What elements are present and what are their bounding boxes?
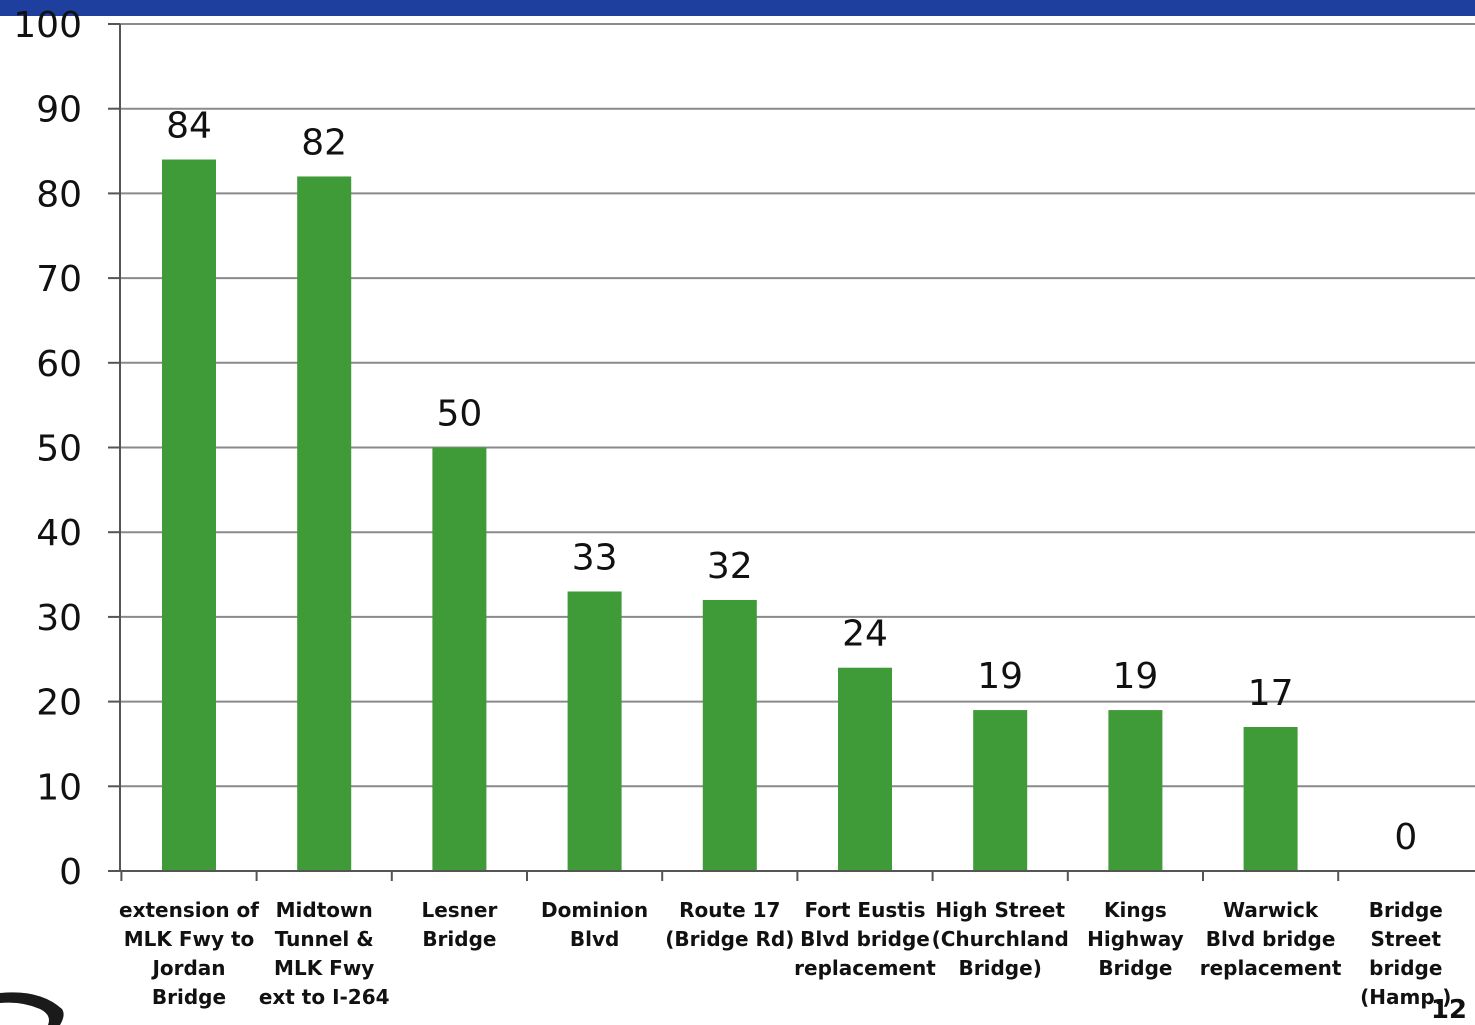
bar [1108,710,1163,871]
bar [702,599,757,871]
logo-swoosh-icon [0,992,64,1025]
y-tick-label: 100 [13,5,82,46]
bar [162,159,216,871]
bar [432,447,487,871]
category-label: Route 17 (Bridge Rd) [665,898,794,951]
data-label: 24 [842,614,888,655]
y-tick-label: 10 [36,767,82,808]
data-label: 32 [707,546,753,587]
y-tick-label: 30 [36,598,82,639]
data-label: 50 [436,394,482,435]
category-label: extension of MLK Fwy to Jordan Bridge [119,898,259,1009]
y-tick-label: 70 [36,259,82,300]
bar [567,591,622,871]
category-label: High Street (Churchland Bridge) [932,898,1069,980]
bar [838,667,892,871]
y-axis: 0 10 20 30 40 50 60 70 80 90 100 [13,5,121,893]
data-labels: 84 82 50 33 32 24 19 19 17 0 [166,106,1417,858]
top-banner [0,0,1475,16]
y-tick-label: 90 [36,90,82,131]
data-label: 19 [1112,656,1158,697]
slide-number: 12 [1430,995,1467,1025]
data-label: 0 [1394,817,1417,858]
bar [1243,727,1298,871]
bars [162,159,1298,871]
data-label: 33 [572,537,618,578]
category-label: Dominion Blvd [541,898,648,951]
data-label: 19 [977,656,1023,697]
y-tick-label: 80 [36,174,82,215]
bar [973,710,1028,871]
x-axis: extension of MLK Fwy to Jordan BridgeMidtow… [119,870,1475,1009]
category-label: Lesner Bridge [421,898,497,951]
category-label: Fort Eustis Blvd bridge replacement [794,898,936,980]
bar [297,176,352,871]
y-tick-label: 60 [36,344,82,385]
y-tick-label: 40 [36,513,82,554]
y-tick-label: 0 [59,852,82,893]
data-label: 84 [166,106,212,147]
y-tick-label: 50 [36,429,82,470]
category-label: Warwick Blvd bridge replacement [1200,898,1342,980]
data-label: 17 [1248,673,1294,714]
category-label: Kings Highway Bridge [1087,898,1184,980]
y-tick-label: 20 [36,683,82,724]
category-label: Midtown Tunnel & MLK Fwy ext to I-264 [259,898,390,1009]
category-label: Bridge Street bridge (Hamp.) [1360,898,1451,1009]
data-label: 82 [301,122,347,163]
